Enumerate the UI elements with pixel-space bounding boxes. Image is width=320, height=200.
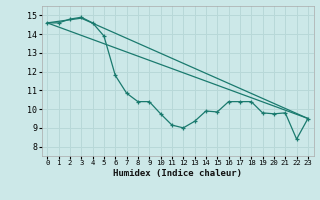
X-axis label: Humidex (Indice chaleur): Humidex (Indice chaleur) (113, 169, 242, 178)
